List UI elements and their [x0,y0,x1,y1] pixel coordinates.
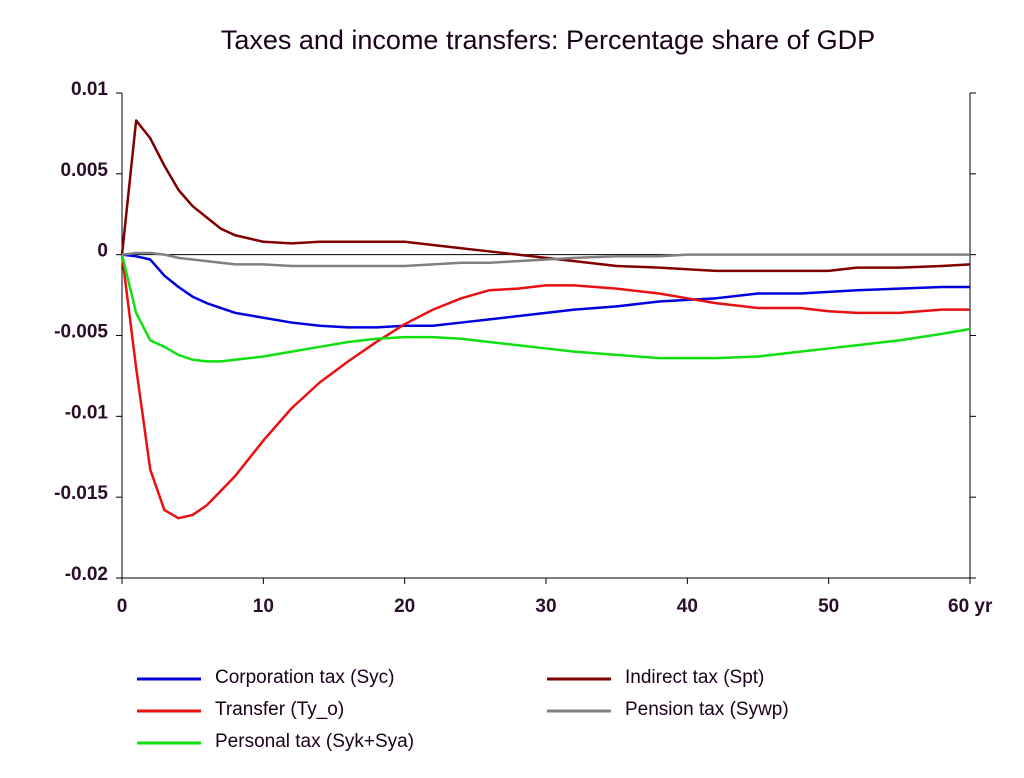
x-tick-label: 40 [677,596,698,617]
series-line [120,254,971,363]
x-tick-label: 60 yr [948,596,993,617]
legend-text: Transfer (Ty_o) [215,699,344,720]
y-tick-label: 0.005 [60,160,108,181]
x-tick-label: 10 [253,596,274,617]
y-tick-label: -0.01 [65,402,109,423]
series-line [120,119,971,273]
legend-text: Pension tax (Sywp) [625,699,789,720]
series-line [120,254,970,520]
x-tick-label: 20 [394,596,415,617]
y-tick-label: -0.02 [65,564,108,585]
x-tick-label: 30 [535,596,556,617]
x-tick-label: 50 [818,596,839,617]
y-tick-label: 0.01 [71,79,108,100]
series-line [121,251,970,268]
legend-text: Indirect tax (Spt) [625,667,764,688]
y-tick-label: 0 [97,241,108,262]
y-tick-label: -0.005 [54,322,108,343]
series-line [121,253,970,329]
legend-text: Corporation tax (Syc) [215,667,395,688]
chart-title: Taxes and income transfers: Percentage s… [221,25,875,55]
legend-text: Personal tax (Syk+Sya) [215,731,414,752]
x-tick-label: 0 [117,596,128,617]
y-tick-label: -0.015 [54,483,108,504]
